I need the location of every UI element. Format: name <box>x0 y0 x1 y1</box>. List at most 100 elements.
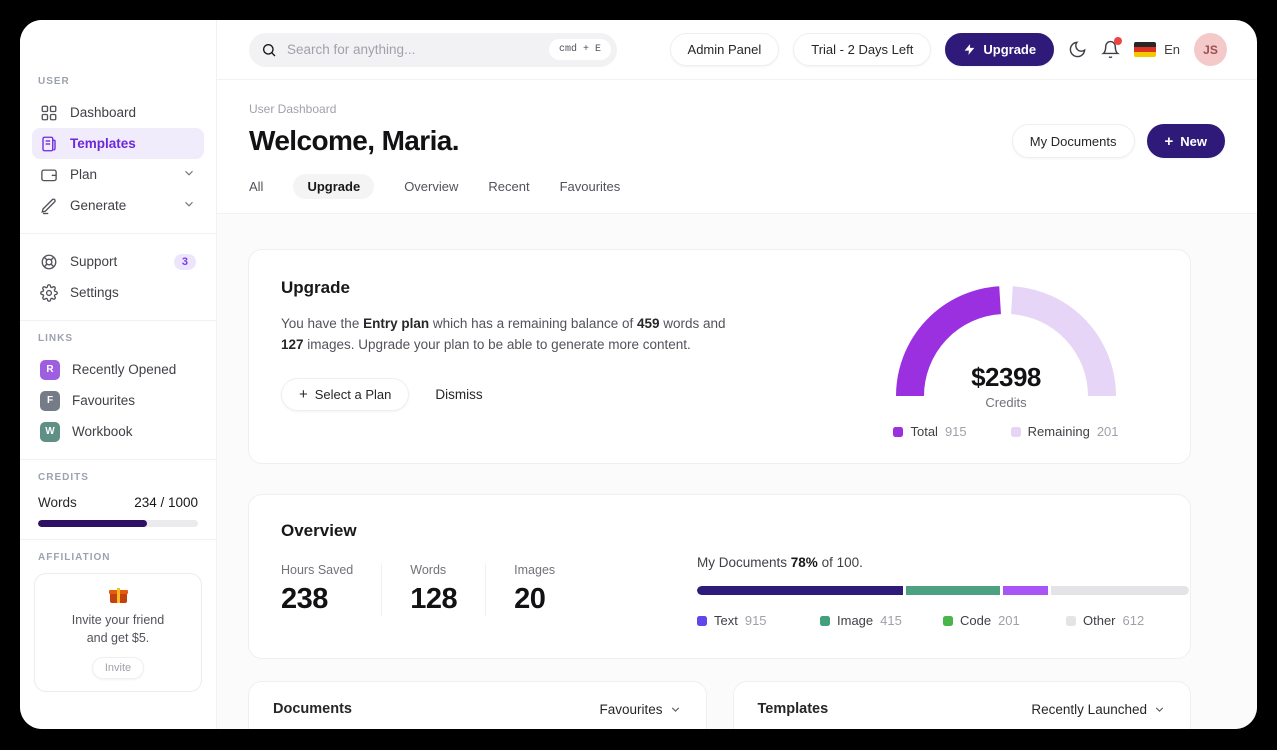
new-button[interactable]: + New <box>1146 124 1225 158</box>
page-title: Welcome, Maria. <box>249 125 460 156</box>
my-documents-button[interactable]: My Documents <box>1011 124 1135 158</box>
dark-mode-toggle[interactable] <box>1068 40 1087 59</box>
tab-all[interactable]: All <box>249 179 264 194</box>
legend-swatch <box>893 426 904 437</box>
topbar: cmd + E Admin Panel Trial - 2 Days Left … <box>217 20 1257 80</box>
divider <box>20 233 216 234</box>
search-shortcut-badge: cmd + E <box>548 39 611 60</box>
grid-icon <box>41 105 57 120</box>
affiliation-text-line1: Invite your friend <box>71 613 165 627</box>
usage-caption: My Documents 78% of 100. <box>697 555 863 570</box>
language-switcher[interactable]: En <box>1134 42 1180 57</box>
wallet-icon <box>41 168 57 181</box>
filter-tabs: All Upgrade Overview Recent Favourites <box>249 174 1225 213</box>
chevron-down-icon <box>671 706 679 712</box>
select-plan-button[interactable]: + Select a Plan <box>281 377 410 411</box>
documents-card: Documents Favourites Untitled Document i… <box>248 681 707 729</box>
sidebar-link-label: Recently Opened <box>72 362 177 377</box>
sidebar-item-support[interactable]: Support 3 <box>32 246 204 277</box>
sidebar-item-dashboard[interactable]: Dashboard <box>32 97 204 128</box>
overview-card: Overview Hours Saved 238 Words 128 Image… <box>248 494 1191 659</box>
select-plan-label: Select a Plan <box>314 386 392 402</box>
usage-bar-segment-text <box>697 586 904 595</box>
invite-button[interactable]: Invite <box>91 657 145 680</box>
credits-value: 234 / 1000 <box>134 495 198 510</box>
letter-avatar: W <box>40 421 60 442</box>
usage-bar-segment-other <box>1051 586 1189 595</box>
notifications-button[interactable] <box>1101 37 1123 59</box>
tab-upgrade[interactable]: Upgrade <box>293 174 375 199</box>
app-window: USER Dashboard Templates Plan Generate S… <box>20 20 1257 729</box>
notification-dot <box>1114 37 1123 45</box>
usage-bar-segment-code <box>1002 586 1049 595</box>
usage-legend-image: Image 415 <box>820 613 943 628</box>
gauge-legend-remaining: Remaining 201 <box>1010 424 1119 439</box>
plus-icon: + <box>299 385 308 403</box>
sidebar-link-workbook[interactable]: W Workbook <box>32 416 204 447</box>
content-area: Upgrade You have the Entry plan which ha… <box>217 214 1257 729</box>
gauge-legend-total: Total 915 <box>893 424 967 439</box>
gauge-total-arc <box>896 286 1002 397</box>
credits-gauge: $2398 Credits Total 915 Remaining <box>856 278 1156 439</box>
sidebar: USER Dashboard Templates Plan Generate S… <box>20 20 217 729</box>
search-icon <box>263 43 276 56</box>
sidebar-item-settings[interactable]: Settings <box>32 277 204 308</box>
sidebar-link-label: Workbook <box>72 424 133 439</box>
divider <box>20 320 216 321</box>
sidebar-item-generate[interactable]: Generate <box>32 190 204 221</box>
upgrade-button[interactable]: Upgrade <box>945 33 1055 66</box>
lightning-icon <box>964 44 975 55</box>
documents-card-title: Documents <box>273 701 352 717</box>
trial-status-button[interactable]: Trial - 2 Days Left <box>793 33 932 66</box>
sidebar-link-favourites[interactable]: F Favourites <box>32 385 204 416</box>
moon-icon <box>1069 41 1086 58</box>
templates-card: Templates Recently Launched Blog Post Ti… <box>732 681 1191 729</box>
sidebar-link-recently-opened[interactable]: R Recently Opened <box>32 354 204 385</box>
search-input[interactable] <box>277 42 549 57</box>
tab-recent[interactable]: Recent <box>488 179 530 194</box>
usage-bar-segment-image <box>906 586 1000 595</box>
affiliation-card: Invite your friend and get $5. Invite <box>34 573 202 693</box>
chevron-down-icon <box>1155 706 1164 712</box>
sidebar-item-label: Settings <box>70 285 119 300</box>
lifebuoy-icon <box>41 254 57 269</box>
language-label: En <box>1164 42 1180 57</box>
credits-progress-fill <box>38 520 147 527</box>
pencil-icon <box>41 198 56 214</box>
sidebar-item-plan[interactable]: Plan <box>32 159 204 190</box>
bell-icon <box>1101 40 1121 59</box>
legend-swatch <box>820 615 830 626</box>
divider <box>20 539 216 540</box>
documents-filter-dropdown[interactable]: Favourites <box>599 702 681 717</box>
credits-label: Words <box>38 495 77 510</box>
gauge-value: $2398 <box>971 362 1041 392</box>
gear-icon <box>40 283 58 302</box>
admin-panel-button[interactable]: Admin Panel <box>669 33 780 66</box>
credits-progress-track <box>38 520 198 527</box>
usage-legend-text: Text 915 <box>697 613 820 628</box>
sidebar-section-user: USER <box>38 76 70 87</box>
usage-legend-other: Other 612 <box>1066 613 1189 628</box>
sidebar-item-label: Support <box>70 254 118 269</box>
templates-filter-dropdown[interactable]: Recently Launched <box>1031 702 1166 717</box>
letter-avatar: F <box>40 390 60 411</box>
plus-icon: + <box>1164 132 1174 150</box>
stat-images: Images 20 <box>485 563 583 616</box>
gauge-remaining-arc <box>1010 286 1116 397</box>
stat-hours-saved: Hours Saved 238 <box>281 563 354 615</box>
sidebar-section-credits: CREDITS <box>38 472 89 483</box>
gauge-label: Credits <box>985 395 1027 410</box>
tab-overview[interactable]: Overview <box>404 179 459 194</box>
sidebar-item-templates[interactable]: Templates <box>32 128 204 159</box>
stat-words: Words 128 <box>381 563 485 616</box>
page-header: User Dashboard Welcome, Maria. My Docume… <box>217 80 1257 214</box>
user-avatar[interactable]: JS <box>1194 33 1227 66</box>
upgrade-button-label: Upgrade <box>983 42 1037 57</box>
sidebar-item-label: Templates <box>70 136 136 151</box>
main-area: cmd + E Admin Panel Trial - 2 Days Left … <box>217 20 1257 729</box>
dismiss-button[interactable]: Dismiss <box>435 386 483 402</box>
search-bar[interactable]: cmd + E <box>249 32 617 67</box>
tab-favourites[interactable]: Favourites <box>559 179 621 194</box>
sidebar-link-label: Favourites <box>72 393 136 408</box>
legend-swatch <box>1010 426 1021 437</box>
